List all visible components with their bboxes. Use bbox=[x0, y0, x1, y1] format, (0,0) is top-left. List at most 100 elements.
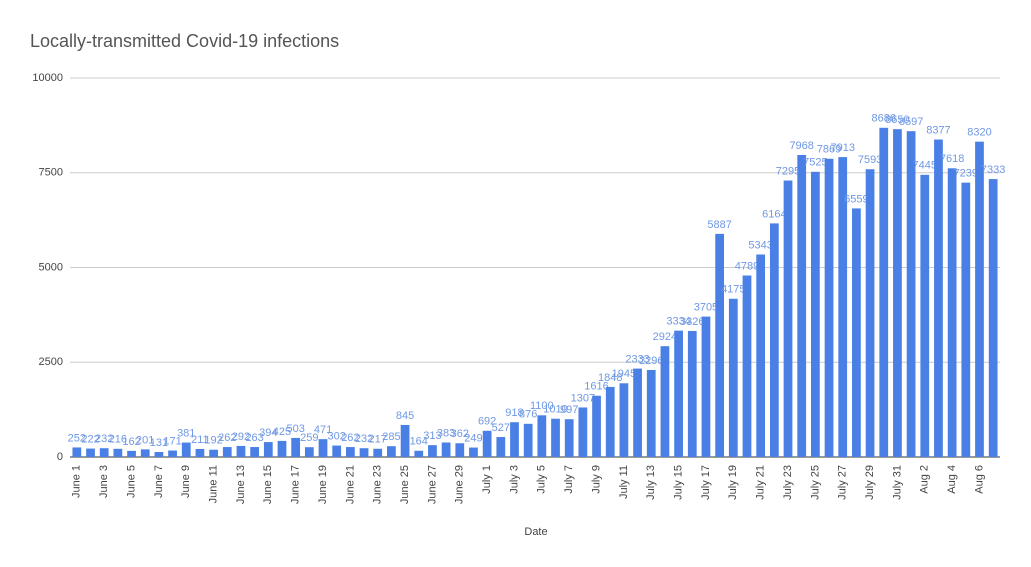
bar bbox=[99, 448, 109, 457]
value-label: 7295 bbox=[776, 165, 800, 177]
bar bbox=[769, 223, 779, 457]
value-label: 292 bbox=[232, 431, 250, 443]
value-label: 7593 bbox=[858, 154, 882, 166]
bar bbox=[400, 424, 410, 457]
bar bbox=[824, 158, 834, 457]
x-tick-label: June 13 bbox=[235, 465, 247, 504]
bar bbox=[947, 168, 957, 457]
x-tick-label: Aug 6 bbox=[973, 465, 985, 494]
x-tick-label: June 5 bbox=[125, 465, 137, 498]
bar bbox=[113, 448, 123, 457]
bar bbox=[633, 368, 642, 457]
bar bbox=[236, 445, 246, 457]
bar bbox=[537, 415, 547, 457]
value-label: 471 bbox=[314, 424, 332, 436]
x-axis-label: Date bbox=[524, 526, 547, 538]
bar bbox=[291, 437, 301, 457]
bar bbox=[592, 395, 601, 457]
bar bbox=[715, 233, 725, 457]
chart-title: Locally-transmitted Covid-19 infections bbox=[30, 31, 339, 51]
bar bbox=[879, 127, 889, 457]
value-label: 8597 bbox=[899, 116, 923, 128]
bar bbox=[387, 446, 396, 457]
bar bbox=[838, 157, 848, 458]
x-tick-label: Aug 2 bbox=[919, 465, 931, 494]
x-tick-label: June 29 bbox=[454, 465, 466, 504]
bar bbox=[222, 447, 232, 457]
bar bbox=[564, 419, 574, 457]
y-tick-label: 10000 bbox=[32, 72, 63, 84]
value-label: 527 bbox=[492, 422, 510, 434]
bar bbox=[195, 449, 205, 457]
value-label: 425 bbox=[273, 426, 291, 438]
x-tick-label: June 3 bbox=[98, 465, 110, 498]
value-label: 7869 bbox=[817, 144, 841, 156]
value-label: 3334 bbox=[666, 316, 690, 328]
value-label: 394 bbox=[259, 427, 277, 439]
bar bbox=[441, 442, 451, 457]
bar bbox=[482, 430, 492, 457]
value-label: 6164 bbox=[762, 208, 786, 220]
x-tick-label: Aug 4 bbox=[946, 465, 958, 494]
x-tick-label: July 21 bbox=[755, 465, 767, 500]
bar bbox=[961, 182, 971, 457]
value-label: 381 bbox=[177, 427, 195, 439]
bar bbox=[674, 330, 683, 457]
value-label: 171 bbox=[163, 435, 181, 447]
x-tick-label: July 5 bbox=[536, 465, 548, 494]
x-tick-label: July 11 bbox=[618, 465, 630, 499]
bar bbox=[510, 422, 519, 457]
value-label: 503 bbox=[286, 423, 304, 435]
x-tick-label: July 3 bbox=[508, 465, 520, 494]
value-label: 2924 bbox=[653, 331, 677, 343]
value-label: 4175 bbox=[721, 284, 745, 296]
value-label: 7525 bbox=[803, 157, 827, 169]
value-label: 249 bbox=[464, 432, 482, 444]
value-label: 302 bbox=[328, 430, 346, 442]
value-label: 8320 bbox=[967, 127, 991, 139]
bar bbox=[797, 155, 807, 457]
bar bbox=[742, 275, 752, 457]
bar bbox=[332, 445, 342, 457]
value-label: 8686 bbox=[872, 113, 896, 125]
bar bbox=[72, 447, 82, 457]
bar bbox=[127, 450, 136, 457]
bar bbox=[263, 442, 273, 457]
x-tick-label: July 7 bbox=[563, 465, 575, 494]
bar bbox=[373, 448, 383, 457]
value-label: 162 bbox=[122, 436, 140, 448]
x-tick-label: July 23 bbox=[782, 465, 794, 500]
value-label: 263 bbox=[245, 432, 263, 444]
bar bbox=[304, 447, 314, 457]
value-label: 7913 bbox=[830, 142, 854, 154]
bar bbox=[934, 139, 943, 457]
value-label: 5343 bbox=[748, 239, 772, 251]
x-tick-label: June 15 bbox=[262, 465, 274, 504]
bar bbox=[852, 208, 861, 457]
value-label: 1307 bbox=[571, 392, 595, 404]
value-label: 7333 bbox=[981, 164, 1005, 176]
y-tick-label: 2500 bbox=[39, 356, 63, 368]
value-label: 7445 bbox=[913, 160, 937, 172]
value-label: 1848 bbox=[598, 372, 622, 384]
value-label: 131 bbox=[150, 437, 168, 449]
value-label: 222 bbox=[81, 433, 99, 445]
value-label: 232 bbox=[355, 433, 373, 445]
x-tick-label: June 27 bbox=[426, 465, 438, 504]
value-label: 8377 bbox=[926, 124, 950, 136]
value-label: 216 bbox=[109, 434, 127, 446]
value-label: 6559 bbox=[844, 193, 868, 205]
bar bbox=[250, 447, 260, 457]
bar bbox=[988, 179, 998, 458]
bar bbox=[810, 171, 820, 458]
bar bbox=[728, 298, 738, 457]
bar bbox=[455, 443, 465, 457]
bar bbox=[783, 180, 793, 457]
bar bbox=[646, 369, 656, 457]
value-label: 362 bbox=[451, 428, 469, 440]
bar bbox=[496, 437, 506, 457]
x-tick-label: June 9 bbox=[180, 465, 192, 498]
x-tick-label: June 11 bbox=[208, 465, 220, 503]
bar bbox=[605, 386, 615, 457]
